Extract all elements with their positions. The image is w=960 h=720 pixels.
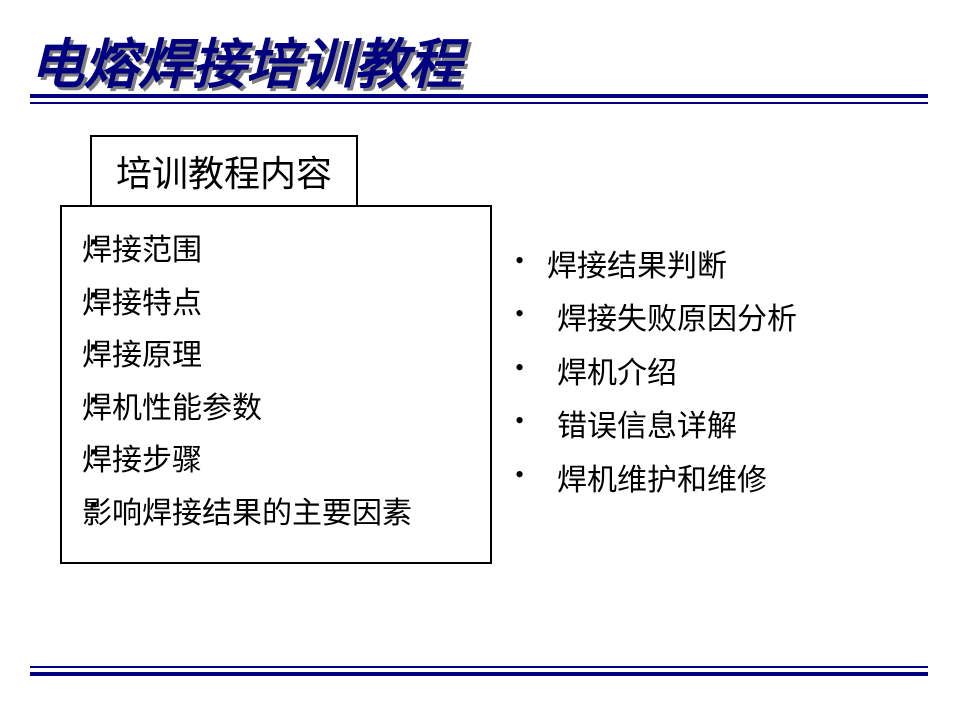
- list-item: 焊接特点: [82, 278, 470, 331]
- subtitle-box: 培训教程内容: [90, 135, 358, 207]
- list-item: 焊机维护和维修: [505, 454, 797, 507]
- list-item: 焊接步骤: [82, 435, 470, 488]
- list-item: 焊机介绍: [505, 347, 797, 400]
- list-item: 焊接范围: [82, 225, 470, 278]
- page-title: 电熔焊接培训教程: [30, 20, 462, 99]
- left-content-box: 焊接范围 焊接特点 焊接原理 焊机性能参数 焊接步骤 影响焊接结果的主要因素: [60, 205, 492, 564]
- title-underline-thin: [30, 102, 928, 104]
- list-item: 错误信息详解: [505, 400, 797, 453]
- page-title-container: 电熔焊接培训教程 电熔焊接培训教程: [30, 20, 462, 99]
- list-item: 焊接结果判断: [505, 240, 797, 293]
- right-list: 焊接结果判断 焊接失败原因分析 焊机介绍 错误信息详解 焊机维护和维修: [505, 240, 797, 507]
- title-underline-thick: [30, 94, 928, 98]
- list-item: 焊接原理: [82, 330, 470, 383]
- bottom-line-thin: [30, 666, 928, 668]
- list-item: 焊接失败原因分析: [505, 293, 797, 346]
- subtitle-text: 培训教程内容: [116, 145, 332, 197]
- left-list: 焊接范围 焊接特点 焊接原理 焊机性能参数 焊接步骤 影响焊接结果的主要因素: [82, 225, 470, 540]
- list-item: 影响焊接结果的主要因素: [82, 488, 470, 541]
- bottom-line-thick: [30, 672, 928, 676]
- list-item: 焊机性能参数: [82, 383, 470, 436]
